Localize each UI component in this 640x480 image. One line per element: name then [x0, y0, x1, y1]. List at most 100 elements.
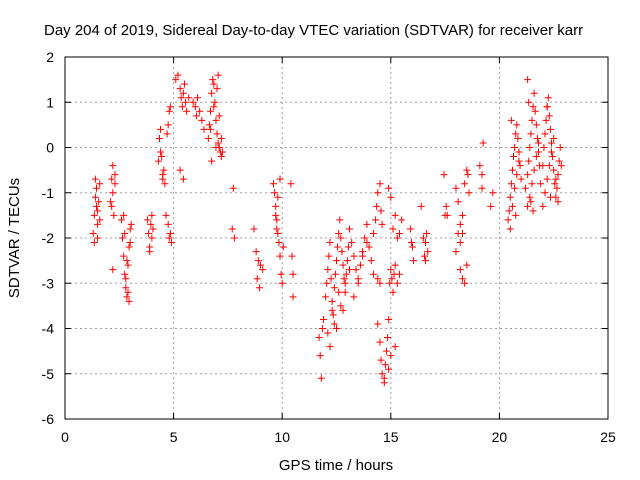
data-point [512, 130, 520, 138]
data-point [532, 121, 540, 129]
data-point [289, 270, 297, 278]
data-point [356, 261, 364, 269]
data-point [348, 239, 356, 247]
x-axis-label: GPS time / hours [279, 457, 393, 474]
data-point [198, 116, 206, 124]
data-point [419, 234, 427, 242]
data-point [328, 306, 336, 314]
data-point [108, 175, 116, 183]
data-point [252, 248, 260, 256]
data-point [337, 234, 345, 242]
data-point [369, 229, 377, 237]
data-point [528, 180, 536, 188]
x-tick-label: 5 [170, 429, 178, 445]
data-point [177, 94, 185, 102]
data-point [189, 98, 197, 106]
data-point [172, 76, 180, 84]
data-point [507, 180, 515, 188]
data-point [456, 266, 464, 274]
data-point [145, 229, 153, 237]
data-point [276, 252, 284, 260]
data-point [165, 234, 173, 242]
data-point [338, 248, 346, 256]
data-point [513, 171, 521, 179]
y-tick-label: -5 [42, 366, 55, 382]
data-point [288, 252, 296, 260]
data-point [120, 252, 128, 260]
data-point [378, 220, 386, 228]
data-point [442, 202, 450, 210]
data-point [204, 134, 212, 142]
data-point [507, 116, 515, 124]
chart-title: Day 204 of 2019, Sidereal Day-to-day VTE… [44, 22, 583, 39]
data-point [121, 270, 129, 278]
data-point [176, 85, 184, 93]
data-point [89, 229, 97, 237]
data-point [121, 229, 129, 237]
data-point [214, 71, 222, 79]
data-point [91, 175, 99, 183]
data-point [123, 293, 131, 301]
data-point [207, 125, 215, 133]
data-point [255, 284, 263, 292]
data-point [554, 198, 562, 206]
data-point [341, 279, 349, 287]
data-point [182, 98, 190, 106]
data-point [94, 234, 102, 242]
data-point [154, 157, 162, 165]
data-point [215, 112, 223, 120]
data-point [109, 266, 117, 274]
data-point [530, 166, 538, 174]
data-point [212, 116, 220, 124]
data-point [391, 211, 399, 219]
data-point [343, 257, 351, 265]
data-point [94, 207, 102, 215]
data-point [382, 347, 390, 355]
data-point [278, 279, 286, 287]
data-point [515, 157, 523, 165]
data-point [259, 266, 267, 274]
data-point [250, 225, 258, 233]
data-point [158, 153, 166, 161]
data-point [454, 229, 462, 237]
data-point [273, 216, 281, 224]
data-point [532, 153, 540, 161]
data-point [162, 211, 170, 219]
data-point [539, 202, 547, 210]
data-point [230, 234, 238, 242]
data-point [546, 193, 554, 201]
data-point [380, 374, 388, 382]
data-point [209, 76, 217, 84]
data-point [109, 189, 117, 197]
data-point [344, 243, 352, 251]
data-point [369, 270, 377, 278]
data-point [385, 184, 393, 192]
data-point [385, 315, 393, 323]
y-tick-label: 2 [46, 49, 54, 65]
data-point [524, 76, 532, 84]
data-point [277, 270, 285, 278]
data-point [127, 220, 135, 228]
data-point [395, 229, 403, 237]
data-point [511, 184, 519, 192]
data-point [524, 171, 532, 179]
data-point [365, 243, 373, 251]
data-point [166, 229, 174, 237]
data-point [279, 243, 287, 251]
data-point [461, 180, 469, 188]
data-point [214, 139, 222, 147]
data-point [530, 89, 538, 97]
data-point [387, 266, 395, 274]
data-point [537, 180, 545, 188]
data-point [526, 144, 534, 151]
data-point [229, 184, 237, 192]
data-point [317, 374, 325, 382]
data-point [440, 171, 448, 179]
data-point [540, 144, 548, 151]
data-point [461, 279, 469, 287]
data-point [513, 121, 521, 129]
data-point [322, 293, 330, 301]
data-point [546, 125, 554, 133]
data-point [331, 270, 339, 278]
data-point [363, 239, 371, 247]
